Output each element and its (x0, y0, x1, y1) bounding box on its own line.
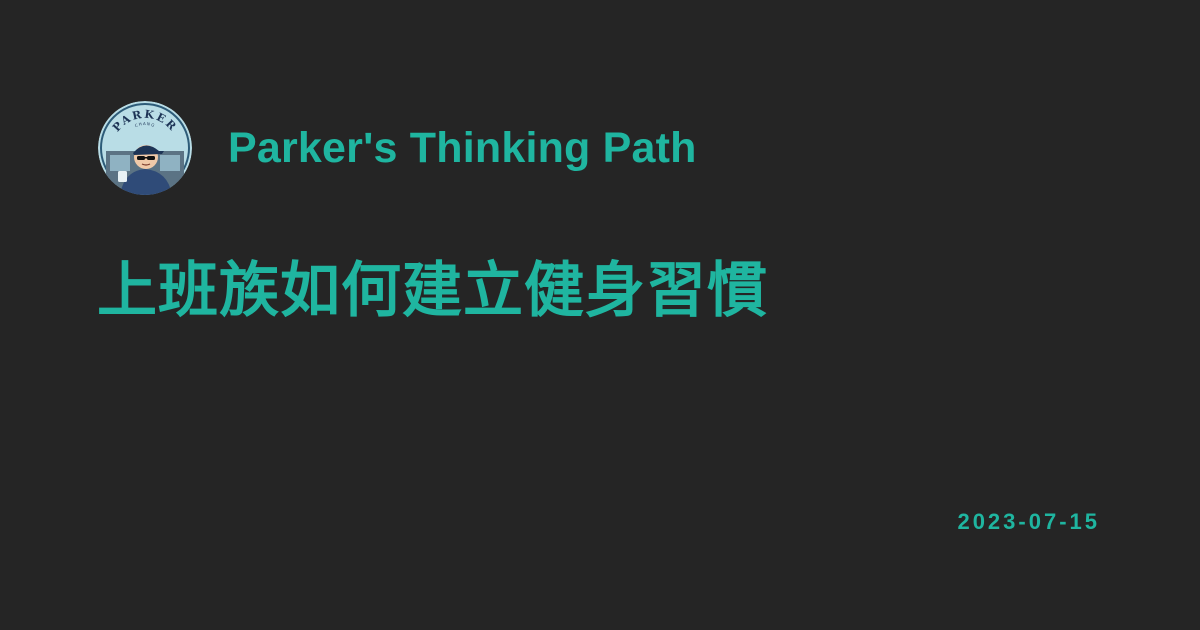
logo-subtext: CHANG (134, 121, 156, 128)
site-name[interactable]: Parker's Thinking Path (228, 123, 697, 172)
logo-image: PARKER CHANG (98, 101, 192, 195)
post-title: 上班族如何建立健身習慣 (97, 257, 768, 324)
post-date: 2023-07-15 (957, 509, 1100, 534)
avatar[interactable]: PARKER CHANG (98, 101, 192, 195)
site-header: PARKER CHANG Parker's Thinking Path (98, 101, 697, 195)
